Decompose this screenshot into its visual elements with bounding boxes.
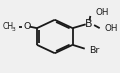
Text: Br: Br xyxy=(89,46,100,55)
Text: B: B xyxy=(85,19,92,29)
Text: CH: CH xyxy=(3,22,14,31)
Text: 3: 3 xyxy=(12,27,15,32)
Text: OH: OH xyxy=(95,8,108,17)
Text: O: O xyxy=(23,22,30,31)
Text: OH: OH xyxy=(104,24,118,33)
